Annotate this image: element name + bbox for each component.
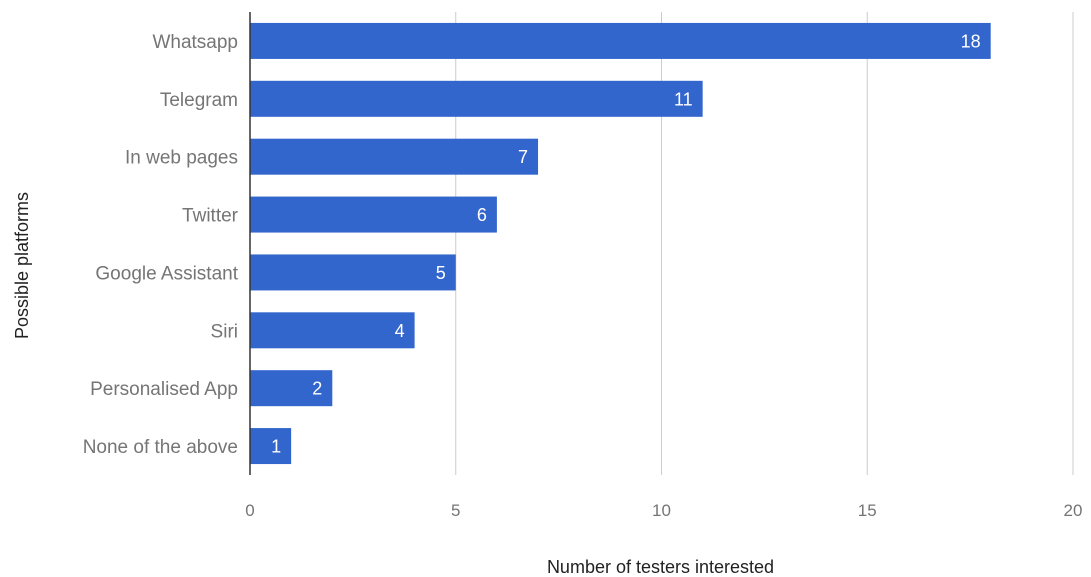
category-label: Telegram (160, 90, 238, 111)
category-labels: Whatsapp Telegram In web pages Twitter Googl… (83, 32, 239, 458)
bar (250, 254, 456, 291)
category-label: Whatsapp (152, 32, 238, 53)
bar-value-label: 2 (312, 379, 322, 399)
category-label: Google Assistant (95, 263, 238, 284)
x-axis-title: Number of testers interested (547, 557, 774, 577)
x-tick-label: 15 (858, 501, 877, 520)
bar-value-label: 5 (436, 263, 446, 283)
x-tick-label: 0 (245, 501, 254, 520)
bar-value-label: 4 (395, 321, 405, 341)
bar (250, 196, 497, 233)
x-tick-label: 5 (451, 501, 460, 520)
bar-value-label: 1 (271, 437, 281, 457)
x-tick-labels: 0 5 10 15 20 (245, 501, 1082, 520)
x-tick-label: 20 (1064, 501, 1083, 520)
bar (250, 22, 991, 59)
bar (250, 138, 539, 175)
bar (250, 80, 703, 117)
bar (250, 312, 415, 349)
category-label: None of the above (83, 437, 238, 458)
bars: 18 11 7 6 5 4 2 1 (250, 22, 991, 465)
bar-value-label: 7 (518, 147, 528, 167)
bar-value-label: 6 (477, 205, 487, 225)
y-axis-title: Possible platforms (12, 192, 32, 339)
bar (250, 370, 333, 407)
category-label: Siri (211, 321, 238, 342)
category-label: Personalised App (90, 379, 238, 400)
bar-value-label: 11 (674, 89, 693, 109)
bar (250, 428, 292, 465)
x-tick-label: 10 (652, 501, 671, 520)
bar-value-label: 18 (961, 31, 981, 51)
category-label: Twitter (182, 206, 239, 227)
category-label: In web pages (125, 148, 238, 169)
